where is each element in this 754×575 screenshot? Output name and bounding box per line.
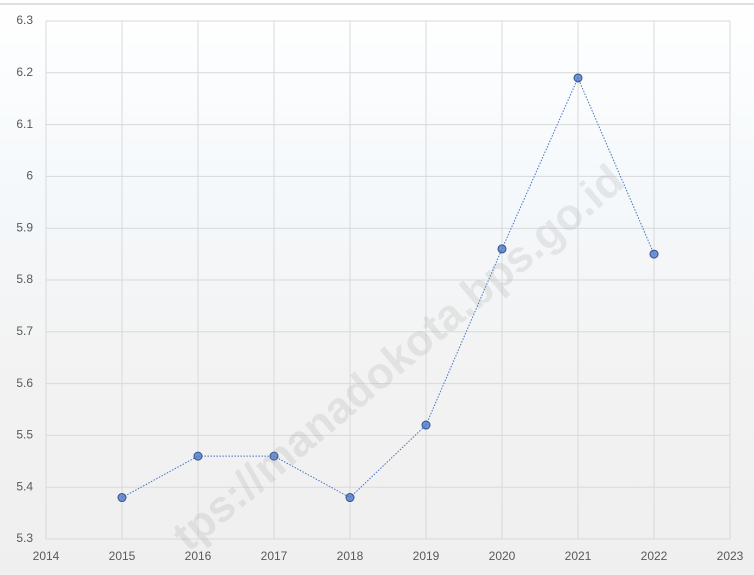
y-tick-label: 6 [26,169,33,183]
data-point [497,244,507,254]
x-tick-label: 2020 [489,549,516,563]
y-tick-label: 6.1 [16,117,33,131]
data-point [573,73,583,83]
x-tick-label: 2023 [717,549,744,563]
y-tick-label: 6.2 [16,65,33,79]
x-tick-label: 2018 [337,549,364,563]
y-tick-label: 5.3 [16,531,33,545]
y-tick-label: 6.3 [16,13,33,27]
data-point [421,420,431,430]
y-tick-label: 5.9 [16,220,33,234]
x-tick-label: 2017 [261,549,288,563]
x-tick-label: 2016 [185,549,212,563]
x-tick-label: 2014 [33,549,60,563]
data-point [345,493,355,503]
y-tick-label: 5.8 [16,272,33,286]
y-tick-label: 5.5 [16,428,33,442]
x-tick-label: 2022 [641,549,668,563]
x-tick-label: 2015 [109,549,136,563]
data-point [117,493,127,503]
y-tick-label: 5.4 [16,479,33,493]
x-tick-label: 2021 [565,549,592,563]
y-tick-label: 5.6 [16,376,33,390]
x-tick-label: 2019 [413,549,440,563]
data-point [193,451,203,461]
data-point [269,451,279,461]
data-point [649,249,659,259]
data-line [121,76,655,499]
y-tick-label: 5.7 [16,324,33,338]
